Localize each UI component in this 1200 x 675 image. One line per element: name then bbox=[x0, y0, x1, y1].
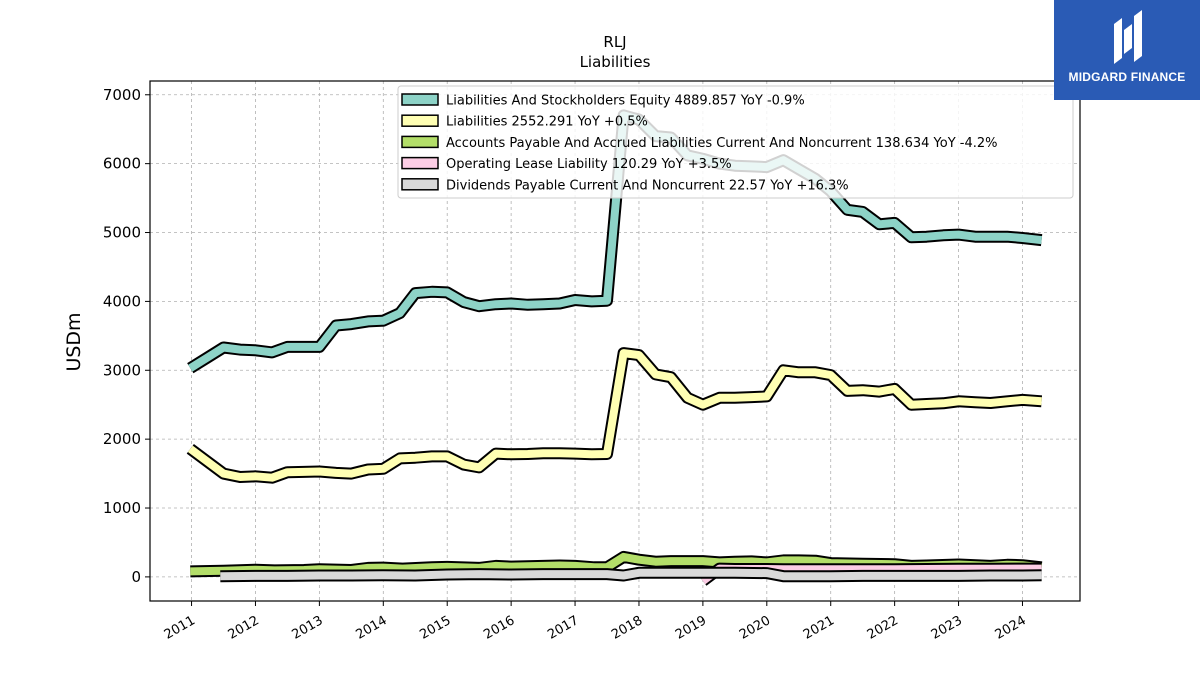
series-line bbox=[187, 349, 1042, 482]
legend-label: Liabilities And Stockholders Equity 4889… bbox=[446, 94, 805, 109]
x-tick-label: 2023 bbox=[929, 613, 965, 643]
series-layer bbox=[186, 109, 1043, 586]
legend-swatch bbox=[401, 93, 439, 106]
chart-title: RLJ bbox=[603, 33, 626, 51]
legend-box bbox=[397, 85, 1074, 199]
y-tick-label: 4000 bbox=[103, 292, 141, 310]
plot-frame bbox=[149, 80, 1081, 602]
x-tick-label: 2024 bbox=[993, 613, 1029, 643]
x-tick-label: 2016 bbox=[481, 613, 517, 643]
legend-swatch bbox=[401, 178, 439, 191]
chart-subtitle: Liabilities bbox=[580, 53, 651, 71]
y-tick-label: 6000 bbox=[103, 155, 141, 173]
y-tick-label: 2000 bbox=[103, 430, 141, 448]
x-tick-label: 2013 bbox=[290, 613, 326, 643]
series-line bbox=[188, 111, 1043, 372]
brand-name: MIDGARD FINANCE bbox=[1068, 70, 1186, 84]
logo-mark-icon bbox=[1114, 10, 1142, 64]
legend-label: Dividends Payable Current And Noncurrent… bbox=[446, 178, 849, 193]
y-tick-label: 5000 bbox=[103, 224, 141, 242]
x-tick-label: 2022 bbox=[865, 613, 901, 643]
y-tick-label: 3000 bbox=[103, 361, 141, 379]
x-tick-label: 2017 bbox=[545, 613, 581, 643]
legend-label: Operating Lease Liability 120.29 YoY +3.… bbox=[446, 157, 732, 172]
y-tick-label: 7000 bbox=[103, 86, 141, 104]
legend-swatch bbox=[401, 156, 439, 170]
y-axis-label: USDm bbox=[63, 312, 85, 371]
x-tick-label: 2012 bbox=[226, 613, 262, 643]
legend-label: Liabilities 2552.291 YoY +0.5% bbox=[446, 115, 648, 130]
series-line bbox=[220, 568, 1042, 581]
legend-label: Accounts Payable And Accrued Liabilities… bbox=[446, 136, 998, 151]
x-tick-label: 2020 bbox=[737, 613, 773, 643]
x-tick-label: 2014 bbox=[353, 613, 389, 643]
x-tick-label: 2011 bbox=[162, 613, 198, 643]
legend-swatch bbox=[401, 114, 439, 127]
legend-swatch bbox=[401, 135, 439, 149]
x-tick-label: 2018 bbox=[609, 613, 645, 643]
x-tick-label: 2021 bbox=[801, 613, 837, 643]
y-tick-label: 1000 bbox=[103, 499, 141, 517]
x-tick-label: 2019 bbox=[673, 613, 709, 643]
x-tick-label: 2015 bbox=[417, 613, 453, 643]
legend: Liabilities And Stockholders Equity 4889… bbox=[397, 85, 1074, 199]
brand-logo: MIDGARD FINANCE bbox=[1054, 0, 1200, 100]
y-tick-label: 0 bbox=[131, 568, 141, 586]
